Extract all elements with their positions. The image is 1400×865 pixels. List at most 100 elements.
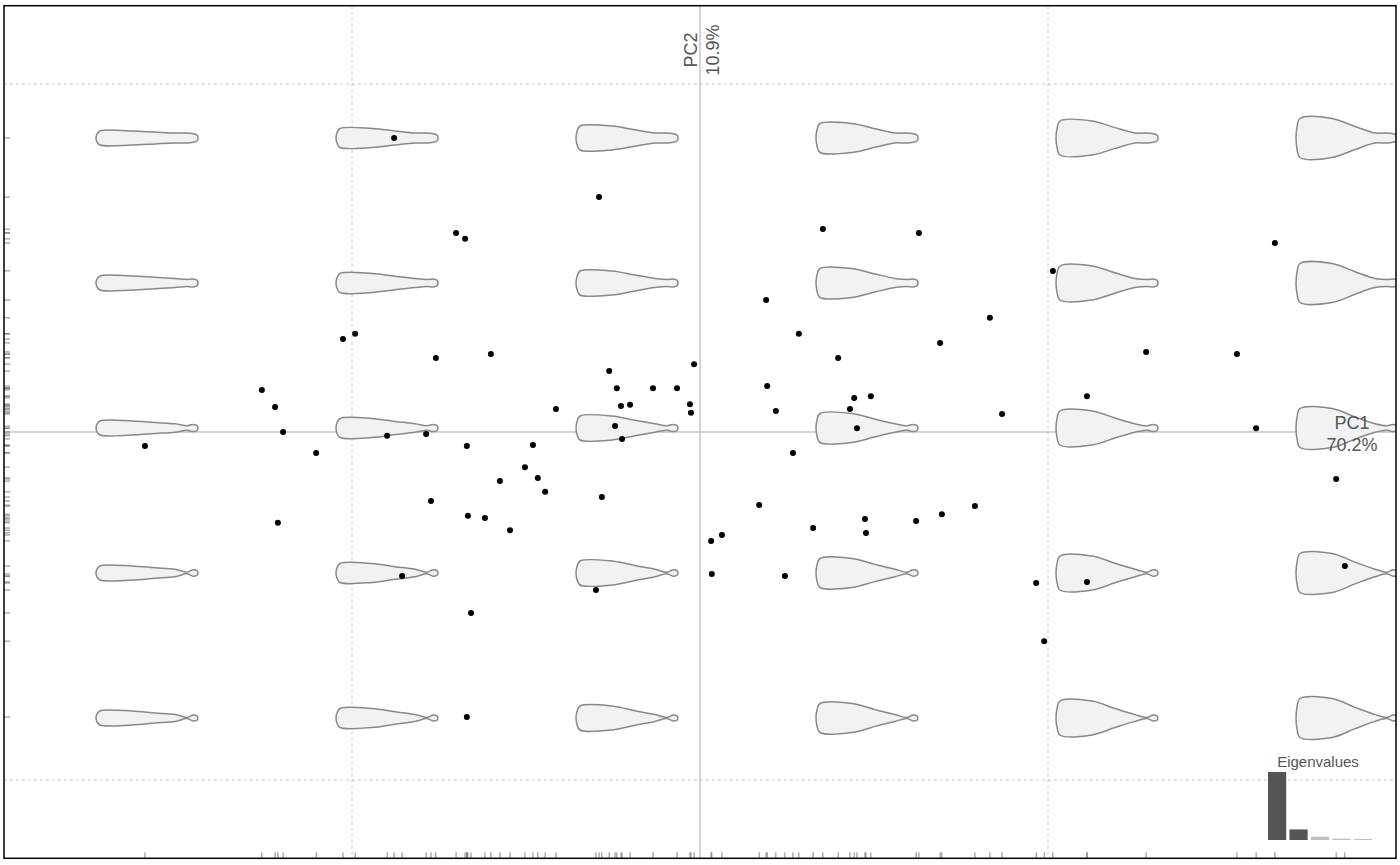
shape-outline (1296, 117, 1396, 160)
rug-y (4, 565, 10, 566)
rug-x (838, 852, 839, 858)
rug-y (4, 530, 10, 531)
rug-y (4, 270, 10, 271)
rug-x (465, 852, 466, 858)
bar (1354, 839, 1372, 840)
point (691, 361, 697, 367)
point (854, 425, 860, 431)
point (553, 406, 559, 412)
shape-outline (1056, 554, 1158, 592)
rug-y (4, 491, 10, 492)
rug-x (616, 852, 617, 858)
rug-y (4, 522, 10, 523)
rug-x (918, 852, 919, 858)
shape-outline (96, 710, 198, 726)
point (488, 351, 494, 357)
rug-x (595, 852, 596, 858)
rug-y (4, 467, 10, 468)
point (972, 503, 978, 509)
grid-line-y (4, 84, 1396, 85)
rug-y (4, 404, 10, 405)
rug-y (4, 438, 10, 439)
point (650, 385, 656, 391)
point (1084, 579, 1090, 585)
rug-y (4, 515, 10, 516)
eigenvalue-inset: Eigenvalues (1268, 753, 1372, 840)
points (142, 135, 1348, 720)
rug-y (4, 497, 10, 498)
label-line: 10.9% (703, 24, 723, 75)
rug-y (4, 396, 10, 397)
rug-x (426, 852, 427, 858)
point (709, 571, 715, 577)
point (862, 516, 868, 522)
y-axis-label: PC210.9% (681, 24, 723, 75)
point (1143, 349, 1149, 355)
shape-outline (1056, 409, 1158, 447)
point (428, 498, 434, 504)
point (1342, 563, 1348, 569)
rug-y (4, 477, 10, 478)
point (863, 530, 869, 536)
rug-x (537, 852, 538, 858)
point (465, 513, 471, 519)
rug-x (1256, 852, 1257, 858)
point (756, 502, 762, 508)
x-axis-label: PC170.2% (1326, 413, 1377, 455)
rug-y (4, 364, 10, 365)
rug-x (759, 852, 760, 858)
point (937, 340, 943, 346)
rug-y (4, 478, 10, 479)
point (708, 538, 714, 544)
shape-outline (576, 704, 678, 731)
rug-x (1344, 852, 1345, 858)
point (764, 383, 770, 389)
point (763, 297, 769, 303)
rug-x (916, 852, 917, 858)
rug-y (4, 589, 10, 590)
shape-outline (816, 702, 918, 734)
point (542, 489, 548, 495)
rug-y (4, 411, 10, 412)
rug-x (261, 852, 262, 858)
rug-x (1086, 852, 1087, 858)
grid-line-y (4, 780, 1396, 781)
rug-x (532, 852, 533, 858)
shape-outline (816, 122, 918, 154)
shape-outline (1296, 696, 1396, 739)
shape-outline (816, 412, 918, 444)
rug-x (822, 852, 823, 858)
rug-y (4, 412, 10, 413)
point (619, 436, 625, 442)
point (352, 331, 358, 337)
point (313, 450, 319, 456)
plot-area (4, 6, 1396, 859)
point (530, 442, 536, 448)
rug-x (275, 852, 276, 858)
rug-y (4, 444, 10, 445)
grid-line-y (4, 431, 1396, 433)
rug-x (355, 852, 356, 858)
rug-y (4, 388, 10, 389)
rug-x (1236, 852, 1237, 858)
rug-x (690, 852, 691, 858)
point (847, 406, 853, 412)
rug-y (4, 388, 10, 389)
shape-outline (336, 562, 438, 584)
rug-y (4, 506, 10, 507)
point (1272, 240, 1278, 246)
rug-x (870, 852, 871, 858)
rug-y (4, 535, 10, 536)
morphospace (96, 117, 1396, 740)
rug-y (4, 581, 10, 582)
rug-x (545, 852, 546, 858)
point (916, 230, 922, 236)
shape-outline (336, 707, 438, 729)
rug-x (387, 852, 388, 858)
label-line: PC2 (681, 32, 701, 67)
rug-x (1052, 852, 1053, 858)
label-line: 70.2% (1326, 435, 1377, 455)
rug-x (394, 852, 395, 858)
point (614, 385, 620, 391)
rug-x (711, 852, 712, 858)
